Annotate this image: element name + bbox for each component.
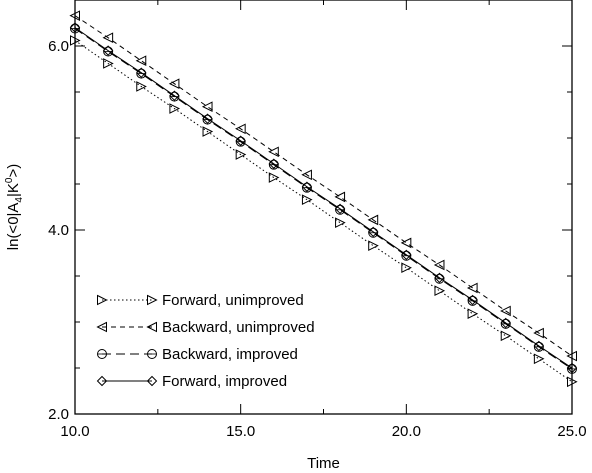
legend-marker-start <box>97 294 108 306</box>
data-point <box>268 146 279 158</box>
data-point <box>400 237 412 249</box>
x-tick-label: 15.0 <box>226 423 255 440</box>
y-tick-label: 2.0 <box>48 406 69 423</box>
data-point <box>235 123 246 135</box>
data-point <box>301 194 313 205</box>
series-0 <box>70 35 578 388</box>
data-point <box>334 203 346 215</box>
data-point <box>202 126 214 137</box>
data-point <box>467 294 478 306</box>
legend-entry: Forward, unimproved <box>97 292 304 309</box>
legend-marker-end <box>146 375 158 387</box>
series-line <box>74 27 573 369</box>
data-point <box>401 262 412 274</box>
plot-series <box>69 10 578 388</box>
data-point <box>168 78 180 90</box>
series-line <box>74 15 573 357</box>
y-label-sub: 4 <box>14 197 25 203</box>
plot-frame <box>74 0 573 415</box>
data-point <box>466 282 478 294</box>
data-point <box>136 67 147 78</box>
data-point <box>268 172 280 183</box>
data-point <box>433 259 445 271</box>
x-tick-label: 25.0 <box>557 423 586 440</box>
y-label-post: >) <box>5 164 22 178</box>
data-point <box>533 327 544 339</box>
data-point <box>335 217 346 228</box>
data-point <box>334 191 346 203</box>
data-point <box>169 90 180 101</box>
data-point <box>268 158 280 169</box>
data-point <box>367 226 379 238</box>
data-point <box>202 113 213 124</box>
data-point <box>301 169 312 181</box>
tick-marks <box>74 0 573 415</box>
y-tick-label: 6.0 <box>48 38 69 55</box>
data-point <box>467 308 479 320</box>
data-point <box>169 103 181 114</box>
data-point <box>368 240 379 251</box>
data-point <box>434 285 446 297</box>
legend-label: Backward, unimproved <box>162 319 315 336</box>
data-point <box>135 55 147 67</box>
y-label-pre: ln(<0|A <box>5 203 22 251</box>
data-point <box>533 353 545 365</box>
legend-marker-end <box>146 321 157 333</box>
series-line <box>74 40 573 383</box>
x-axis-label: Time <box>307 455 340 472</box>
legend-marker-end <box>147 349 157 359</box>
series-3 <box>69 22 578 374</box>
tick-labels: 10.0 15.0 20.0 25.0 2.0 4.0 6.0 <box>48 38 586 440</box>
legend-marker-start <box>97 349 107 359</box>
data-point <box>235 135 246 146</box>
data-point <box>201 101 213 113</box>
data-point <box>301 181 313 192</box>
legend-label: Forward, improved <box>162 373 287 390</box>
y-label-sup: 0 <box>4 177 15 183</box>
legend-entry: Forward, improved <box>96 373 287 390</box>
data-point <box>103 58 114 69</box>
x-tick-label: 20.0 <box>392 423 421 440</box>
series-1 <box>69 10 577 362</box>
data-point <box>102 32 114 44</box>
y-tick-label: 4.0 <box>48 222 69 239</box>
legend-label: Backward, improved <box>162 346 298 363</box>
data-point <box>434 272 445 284</box>
x-tick-label: 10.0 <box>60 423 89 440</box>
legend-entry: Backward, unimproved <box>96 319 315 336</box>
series-line <box>74 28 573 370</box>
data-point <box>500 305 511 317</box>
legend-label: Forward, unimproved <box>162 292 304 309</box>
data-point <box>500 330 512 342</box>
legend: Forward, unimproved Backward, unimproved B… <box>96 292 315 390</box>
legend-marker-end <box>147 294 158 306</box>
data-point <box>235 149 247 160</box>
legend-marker-start <box>96 375 108 387</box>
y-axis-label: ln(<0|A4|K0>) <box>4 164 25 250</box>
data-point <box>136 81 147 92</box>
data-point <box>500 317 511 329</box>
data-point <box>533 340 545 352</box>
legend-marker-start <box>96 321 107 333</box>
data-point <box>367 214 379 226</box>
y-label-mid: |K <box>5 183 22 197</box>
data-point <box>401 249 412 261</box>
data-point <box>102 45 114 56</box>
legend-entry: Backward, improved <box>97 346 298 363</box>
